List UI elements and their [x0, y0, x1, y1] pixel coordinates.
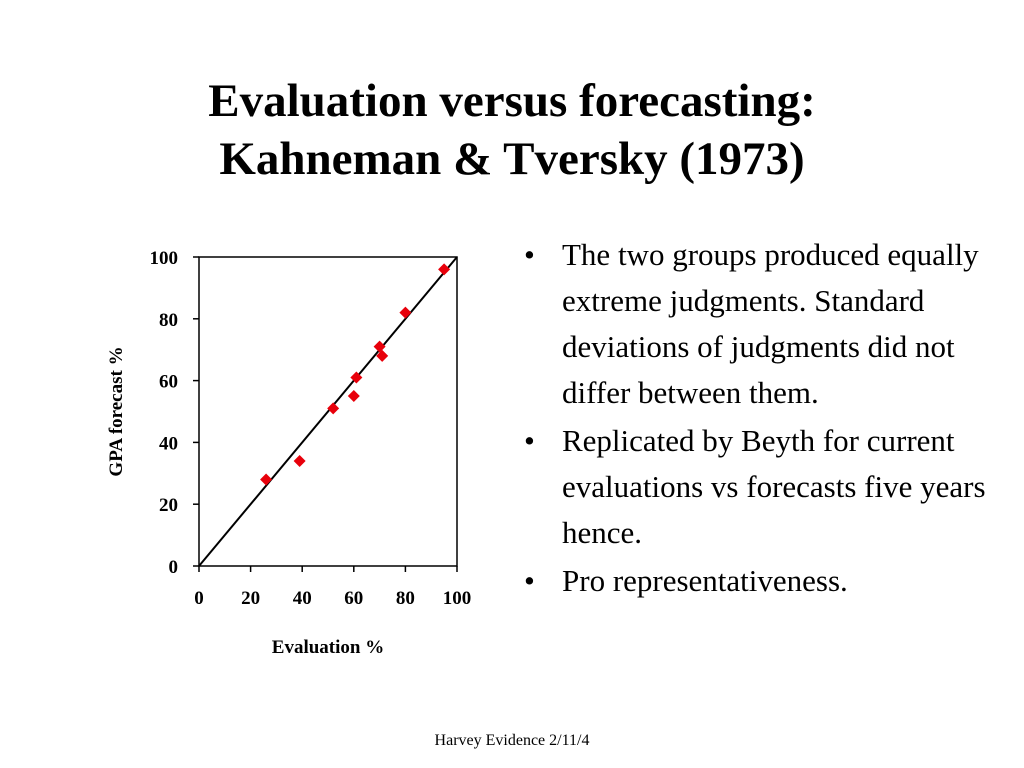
y-tick-label: 60: [159, 372, 178, 393]
reference-line-group: [198, 256, 458, 567]
x-axis-ticks: 0 20 40 60 80 100: [194, 566, 471, 609]
data-point: [399, 306, 412, 319]
y-tick-label: 20: [159, 495, 178, 516]
diagonal-reference-line: [198, 256, 458, 567]
data-point: [327, 402, 340, 415]
data-points: [260, 263, 451, 486]
y-tick-label: 0: [169, 557, 179, 578]
bullet-dot-icon: •: [524, 423, 535, 458]
bullet-item: • The two groups produced equally extrem…: [520, 232, 1015, 416]
data-point: [293, 454, 306, 467]
scatter-chart: 0 20 40 60 80 100 0 20 40 60 80 100 Evaluation % G…: [106, 248, 471, 658]
x-tick-label: 60: [344, 588, 363, 609]
slide-title: Evaluation versus forecasting: Kahneman …: [0, 72, 1024, 188]
x-tick-label: 80: [396, 588, 415, 609]
x-tick-label: 100: [443, 588, 472, 609]
bullet-item: • Replicated by Beyth for current evalua…: [520, 418, 1015, 556]
plot-area: [198, 256, 458, 567]
plot-frame: [198, 256, 458, 567]
data-point: [260, 473, 273, 486]
x-tick-label: 40: [293, 588, 312, 609]
x-tick-label: 20: [241, 588, 260, 609]
x-tick-label: 0: [194, 588, 204, 609]
bullet-dot-icon: •: [524, 237, 535, 272]
y-tick-label: 80: [159, 310, 178, 331]
slide-title-line-2: Kahneman & Tversky (1973): [219, 133, 805, 185]
bullet-item: • Pro representativeness.: [520, 558, 1015, 604]
data-point: [438, 263, 451, 276]
y-axis-ticks: 0 20 40 60 80 100: [150, 248, 199, 578]
bullet-dot-icon: •: [524, 563, 535, 598]
y-tick-label: 100: [150, 248, 179, 269]
bullet-list: • The two groups produced equally extrem…: [520, 232, 1015, 606]
data-point: [347, 390, 360, 403]
slide-footer: Harvey Evidence 2/11/4: [434, 732, 590, 749]
data-point: [376, 349, 389, 362]
x-axis-label: Evaluation %: [272, 637, 384, 658]
y-axis-label: GPA forecast %: [106, 346, 127, 476]
bullet-text: Pro representativeness.: [562, 563, 848, 598]
bullet-text: The two groups produced equally extreme …: [562, 237, 979, 410]
slide-title-line-1: Evaluation versus forecasting:: [208, 75, 816, 127]
y-tick-label: 40: [159, 433, 178, 454]
data-point: [350, 371, 363, 384]
data-point: [373, 340, 386, 353]
bullet-text: Replicated by Beyth for current evaluati…: [562, 423, 986, 550]
